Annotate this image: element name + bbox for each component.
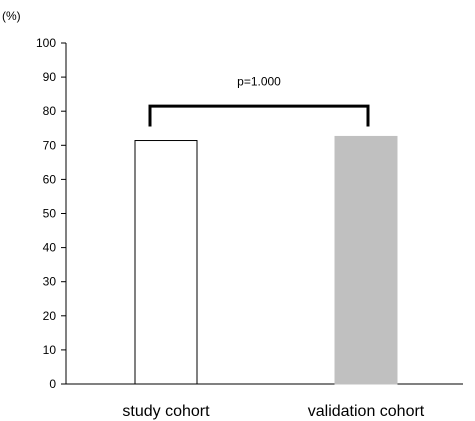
y-tick-label: 80 [43,104,57,118]
y-tick-label: 70 [43,138,57,152]
y-tick-label: 10 [43,343,57,357]
x-category-label: study cohort [122,403,210,420]
y-tick-label: 100 [36,36,56,50]
significance-bracket: p=1.000 [148,75,370,127]
y-tick-label: 20 [43,309,57,323]
y-tick-label: 40 [43,241,57,255]
y-axis-unit-label: (%) [2,9,21,23]
y-axis-ticks: 0 10 20 30 40 50 60 70 80 90 100 [36,36,66,391]
y-tick-label: 60 [43,172,57,186]
bar-study-cohort [134,140,198,385]
bracket-line [148,104,370,127]
bars [134,135,398,385]
y-tick-label: 30 [43,275,57,289]
p-value-label: p=1.000 [237,75,281,89]
y-tick-label: 90 [43,70,57,84]
bar-validation-cohort [334,135,398,385]
y-tick-label: 0 [49,377,56,391]
y-tick-label: 50 [43,207,57,221]
x-category-label: validation cohort [308,403,425,420]
x-axis-labels: study cohort validation cohort [122,403,424,420]
